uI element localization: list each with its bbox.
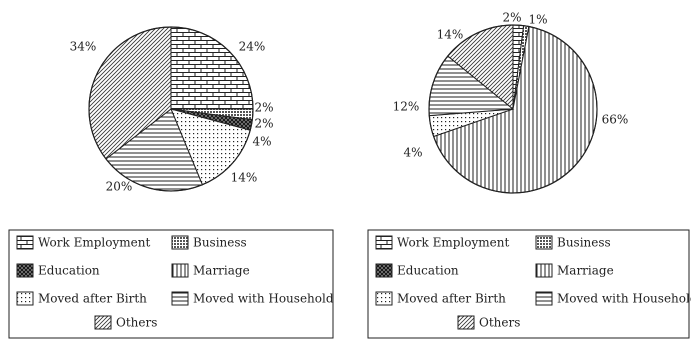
legend-label: Moved with Household	[557, 292, 691, 306]
legend-item-others: Others	[457, 315, 520, 330]
legend-label: Marriage	[557, 264, 614, 278]
legend-item-others: Others	[94, 315, 157, 330]
legend-swatch	[535, 263, 553, 278]
data-label: 2%	[502, 11, 521, 25]
legend-label: Others	[116, 316, 157, 330]
legend-label: Others	[479, 316, 520, 330]
legend-item-education: Education	[16, 263, 100, 278]
data-label: 4%	[403, 146, 422, 160]
legend-label: Moved with Household	[193, 292, 334, 306]
legend-swatch	[171, 263, 189, 278]
legend-swatch	[16, 235, 34, 250]
data-label: 34%	[70, 40, 97, 54]
legend-frame	[367, 229, 690, 339]
legend-item-work-employment: Work Employment	[16, 235, 150, 250]
legend-swatch	[535, 235, 553, 250]
legend-item-moved-after-birth: Moved after Birth	[16, 291, 147, 306]
legend-swatch	[457, 315, 475, 330]
pie-chart-left: 24% 2% 2% 4% 14% 20% 34%	[70, 26, 274, 194]
data-label: 14%	[437, 28, 464, 42]
legend-label: Work Employment	[397, 236, 509, 250]
legend-label: Education	[38, 264, 100, 278]
legend-item-moved-with-household: Moved with Household	[171, 291, 334, 306]
legend-item-work-employment: Work Employment	[375, 235, 509, 250]
legend-swatch	[375, 263, 393, 278]
legend-swatch	[535, 291, 553, 306]
pie-outline	[428, 24, 598, 194]
legend-item-moved-after-birth: Moved after Birth	[375, 291, 506, 306]
legend-label: Work Employment	[38, 236, 150, 250]
legend-swatch	[16, 291, 34, 306]
legend-item-business: Business	[171, 235, 247, 250]
legend-item-marriage: Marriage	[535, 263, 614, 278]
data-label: 14%	[231, 171, 258, 185]
legend-label: Business	[193, 236, 247, 250]
legend-left: Work Employment Business Education Marriage…	[8, 229, 334, 339]
legend-swatch	[375, 291, 393, 306]
legend-right: Work Employment Business Education Marriage…	[367, 229, 691, 339]
legend-swatch	[375, 235, 393, 250]
legend-item-education: Education	[375, 263, 459, 278]
data-label: 1%	[528, 13, 547, 27]
legend-swatch	[94, 315, 112, 330]
legend-label: Moved after Birth	[38, 292, 147, 306]
legend-frame	[8, 229, 334, 339]
pie-chart-right: 2% 1% 66% 4% 12% 14%	[393, 11, 629, 194]
legend-swatch	[16, 263, 34, 278]
legend-label: Moved after Birth	[397, 292, 506, 306]
data-label: 2%	[254, 117, 273, 131]
data-label: 24%	[239, 40, 266, 54]
data-label: 2%	[254, 101, 273, 115]
legend-label: Education	[397, 264, 459, 278]
legend-label: Business	[557, 236, 611, 250]
legend-label: Marriage	[193, 264, 250, 278]
data-label: 12%	[393, 100, 420, 114]
legend-swatch	[171, 291, 189, 306]
pie-outline	[88, 26, 254, 192]
data-label: 66%	[602, 113, 629, 127]
data-label: 20%	[106, 180, 133, 194]
legend-swatch	[171, 235, 189, 250]
legend-item-marriage: Marriage	[171, 263, 250, 278]
legend-item-business: Business	[535, 235, 611, 250]
legend-item-moved-with-household: Moved with Household	[535, 291, 691, 306]
data-label: 4%	[252, 135, 271, 149]
